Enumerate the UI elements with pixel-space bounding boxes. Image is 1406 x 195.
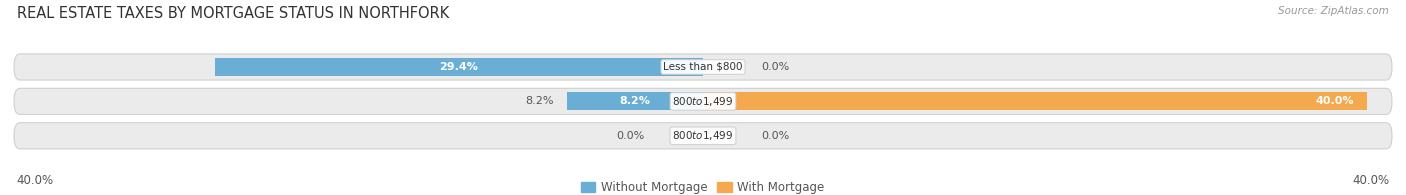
- Bar: [215, 58, 703, 76]
- Text: 29.4%: 29.4%: [440, 62, 478, 72]
- FancyBboxPatch shape: [14, 88, 1392, 114]
- Legend: Without Mortgage, With Mortgage: Without Mortgage, With Mortgage: [576, 176, 830, 195]
- Text: Source: ZipAtlas.com: Source: ZipAtlas.com: [1278, 6, 1389, 16]
- Text: 8.2%: 8.2%: [524, 96, 554, 106]
- Text: 0.0%: 0.0%: [761, 131, 789, 141]
- Text: $800 to $1,499: $800 to $1,499: [672, 95, 734, 108]
- Bar: [703, 92, 1367, 110]
- Text: 0.0%: 0.0%: [761, 62, 789, 72]
- Text: 40.0%: 40.0%: [1353, 174, 1389, 187]
- Text: 0.0%: 0.0%: [617, 131, 645, 141]
- Text: 40.0%: 40.0%: [1315, 96, 1354, 106]
- FancyBboxPatch shape: [14, 54, 1392, 80]
- FancyBboxPatch shape: [14, 123, 1392, 149]
- Text: 8.2%: 8.2%: [620, 96, 651, 106]
- Text: Less than $800: Less than $800: [664, 62, 742, 72]
- Bar: [567, 92, 703, 110]
- Text: $800 to $1,499: $800 to $1,499: [672, 129, 734, 142]
- Text: 40.0%: 40.0%: [17, 174, 53, 187]
- Text: REAL ESTATE TAXES BY MORTGAGE STATUS IN NORTHFORK: REAL ESTATE TAXES BY MORTGAGE STATUS IN …: [17, 6, 449, 21]
